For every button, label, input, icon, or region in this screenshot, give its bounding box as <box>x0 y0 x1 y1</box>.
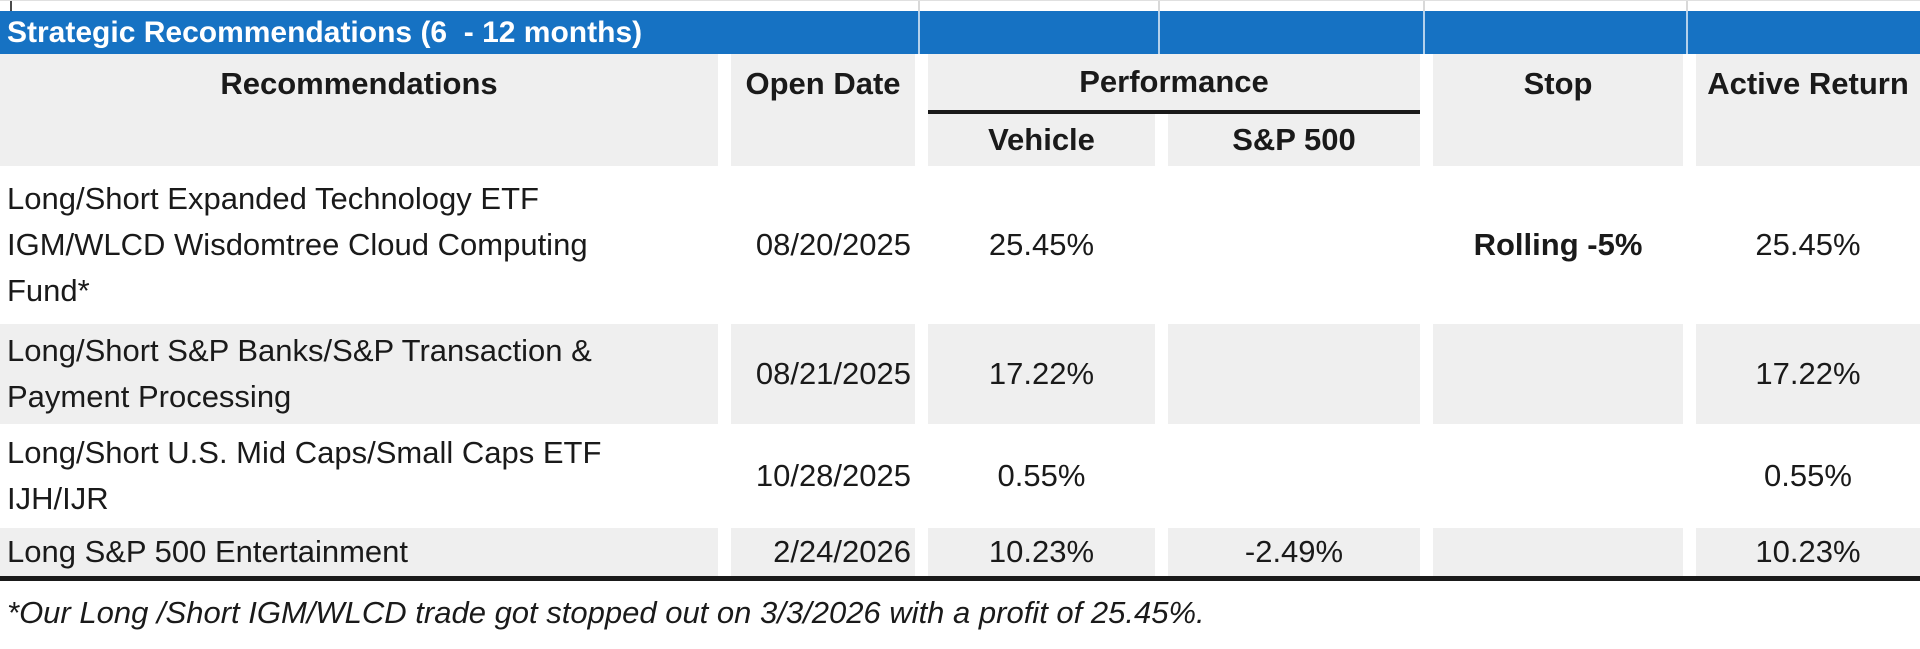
gridline <box>1686 1 1688 11</box>
header-recommendations[interactable]: Recommendations <box>0 54 718 114</box>
cell-active-return[interactable]: 25.45% <box>1696 166 1920 324</box>
cell-active-return[interactable]: 10.23% <box>1696 528 1920 576</box>
cell-active-return[interactable]: 17.22% <box>1696 324 1920 424</box>
table-row: Long S&P 500 Entertainment 2/24/2026 10.… <box>0 528 1920 576</box>
cell-active-return[interactable]: 0.55% <box>1696 424 1920 528</box>
cell-sp500[interactable]: -2.49% <box>1168 528 1420 576</box>
cell-vehicle[interactable]: 17.22% <box>928 324 1155 424</box>
header-spacer <box>1433 114 1683 166</box>
header-open-date[interactable]: Open Date <box>731 54 915 114</box>
header-row-1: Recommendations Open Date Performance St… <box>0 54 1920 114</box>
cell-recommendation[interactable]: Long/Short S&P Banks/S&P Transaction & P… <box>0 324 718 424</box>
header-sp500[interactable]: S&P 500 <box>1168 114 1420 166</box>
header-spacer <box>731 114 915 166</box>
recommendation-line: IGM/WLCD Wisdomtree Cloud Computing <box>7 227 588 262</box>
table-title: Strategic Recommendations (6 - 12 months… <box>7 15 643 49</box>
recommendation-line: IJH/IJR <box>7 481 109 516</box>
table-row: Long/Short U.S. Mid Caps/Small Caps ETF … <box>0 424 1920 528</box>
cell-separator <box>1158 11 1160 54</box>
cell-recommendation[interactable]: Long/Short Expanded Technology ETF IGM/W… <box>0 166 718 324</box>
cell-stop[interactable]: Rolling -5% <box>1433 166 1683 324</box>
recommendation-line: Payment Processing <box>7 379 292 414</box>
recommendation-line: Long/Short Expanded Technology ETF <box>7 181 539 216</box>
gridline <box>918 1 920 11</box>
gridline <box>10 1 12 11</box>
header-spacer <box>1696 114 1920 166</box>
cell-vehicle[interactable]: 25.45% <box>928 166 1155 324</box>
cell-vehicle[interactable]: 0.55% <box>928 424 1155 528</box>
cell-stop[interactable] <box>1433 528 1683 576</box>
header-spacer <box>0 114 718 166</box>
table-row: Long/Short S&P Banks/S&P Transaction & P… <box>0 324 1920 424</box>
cell-stop[interactable] <box>1433 324 1683 424</box>
table: Recommendations Open Date Performance St… <box>0 54 1920 581</box>
footnote[interactable]: *Our Long /Short IGM/WLCD trade got stop… <box>7 595 1205 630</box>
header-row-2: Vehicle S&P 500 <box>0 114 1920 166</box>
cell-separator <box>918 11 920 54</box>
cell-open-date[interactable]: 2/24/2026 <box>731 528 915 576</box>
header-performance[interactable]: Performance <box>928 54 1420 114</box>
cell-open-date[interactable]: 10/28/2025 <box>731 424 915 528</box>
table-title-bar[interactable]: Strategic Recommendations (6 - 12 months… <box>0 11 1920 54</box>
recommendation-line: Fund* <box>7 273 90 308</box>
header-active-return[interactable]: Active Return <box>1696 54 1920 114</box>
recommendation-line: Long/Short U.S. Mid Caps/Small Caps ETF <box>7 435 602 470</box>
cell-separator <box>1686 11 1688 54</box>
header-stop[interactable]: Stop <box>1433 54 1683 114</box>
gridline <box>1423 1 1425 11</box>
recommendation-line: Long/Short S&P Banks/S&P Transaction & <box>7 333 592 368</box>
cell-recommendation[interactable]: Long S&P 500 Entertainment <box>0 528 718 576</box>
gridline <box>1158 1 1160 11</box>
header-vehicle[interactable]: Vehicle <box>928 114 1155 166</box>
cell-recommendation[interactable]: Long/Short U.S. Mid Caps/Small Caps ETF … <box>0 424 718 528</box>
cell-open-date[interactable]: 08/21/2025 <box>731 324 915 424</box>
cell-sp500[interactable] <box>1168 324 1420 424</box>
cell-sp500[interactable] <box>1168 166 1420 324</box>
table-row: Long/Short Expanded Technology ETF IGM/W… <box>0 166 1920 324</box>
cell-sp500[interactable] <box>1168 424 1420 528</box>
recommendation-line: Long S&P 500 Entertainment <box>7 534 408 569</box>
cell-separator <box>1423 11 1425 54</box>
cell-open-date[interactable]: 08/20/2025 <box>731 166 915 324</box>
top-gridline-strip <box>0 0 1920 11</box>
cell-stop[interactable] <box>1433 424 1683 528</box>
cell-vehicle[interactable]: 10.23% <box>928 528 1155 576</box>
